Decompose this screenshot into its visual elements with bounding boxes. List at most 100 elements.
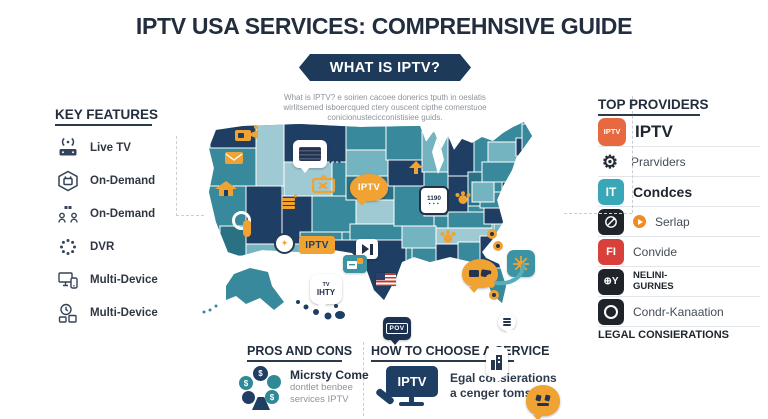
star-circle-badge: ✦ — [274, 233, 295, 254]
torch-icon — [243, 220, 251, 237]
feature-label: Multi-Device — [90, 306, 158, 319]
hawaii — [296, 300, 345, 320]
provider-label: NELINI- GURNES — [633, 270, 674, 292]
tv-antenna-icon — [311, 174, 337, 199]
face-bubble — [526, 385, 560, 419]
right-dashed-connector — [632, 96, 633, 213]
tv-ihty-bubble: TV IHTY — [310, 274, 342, 309]
provider-row: Serlap — [598, 207, 760, 237]
building-bubble — [486, 347, 508, 382]
feature-item: On-Demand — [55, 197, 175, 230]
top-providers-list: IPTV IPTV ⚙ Prarviders IT Condces Serlap… — [598, 117, 760, 327]
key-features-list: Live TV On-Demand On-Demand — [55, 131, 175, 329]
how-to-choose-text: Egal consierations a cenger tomsaty — [450, 371, 570, 401]
iptv-tag: IPTV — [299, 236, 335, 254]
us-flag-icon — [376, 273, 396, 286]
feature-item: DVR — [55, 230, 175, 263]
stack-icon — [280, 194, 298, 216]
how-to-choose-underline — [371, 360, 514, 362]
multi-device-clock-icon — [55, 302, 81, 324]
mail-icon — [224, 150, 244, 171]
paw-icon — [439, 229, 457, 249]
tv-screen-bubble — [293, 140, 327, 173]
iptv-app-icon: IPTV — [598, 117, 626, 146]
how-to-choose-line: Egal consierations — [450, 371, 557, 385]
right-dashed-connector — [564, 213, 632, 214]
disc-app-icon — [598, 298, 624, 325]
feature-label: On-Demand — [90, 207, 156, 220]
provider-label: IPTV — [635, 121, 673, 141]
intro-line-1: What is IPTV? e soirien cacoee donerics … — [284, 93, 486, 102]
legal-considerations-heading: LEGAL CONSIERATIONS — [598, 329, 729, 341]
dot-marker — [489, 290, 499, 300]
stat-bubble: 1190 ▪ ▪ ▪ — [419, 186, 449, 215]
feature-item: On-Demand — [55, 164, 175, 197]
card-badge — [343, 255, 367, 273]
fi-app-icon: FI — [598, 238, 624, 265]
left-dashed-connector — [176, 136, 177, 216]
key-features-underline — [55, 124, 152, 126]
pov-bubble: POV — [383, 317, 411, 345]
live-tv-icon — [55, 137, 81, 159]
multi-device-icon — [55, 269, 81, 291]
on-demand-hex-icon — [55, 170, 81, 192]
alaska — [226, 268, 284, 310]
provider-row: ⊕Y NELINI- GURNES — [598, 267, 760, 297]
iptv-orange-bubble: IPTV — [350, 174, 388, 206]
ribbon-label: WHAT IS IPTV? — [329, 59, 441, 76]
provider-label: Condr-Kanaation — [633, 304, 724, 319]
provider-row: IPTV IPTV — [598, 117, 760, 147]
broadcast-antenna-icon — [324, 143, 346, 172]
on-demand-users-icon — [55, 203, 81, 225]
provider-label: Prarviders — [631, 154, 686, 169]
feature-label: DVR — [90, 240, 115, 253]
pros-cons-underline — [247, 360, 342, 362]
provider-label: Serlap — [655, 214, 690, 229]
oy-app-icon: ⊕Y — [598, 268, 624, 295]
satellite-app-icon — [598, 208, 624, 235]
pros-cons-heading: PROS AND CONS — [247, 344, 353, 358]
feature-label: On-Demand — [90, 174, 156, 187]
bottom-divider — [363, 342, 364, 416]
provider-row: Condr-Kanaation — [598, 297, 760, 327]
provider-row: ⚙ Prarviders — [598, 147, 760, 177]
page-title: IPTV USA SERVICES: COMPREHNSIVE GUIDE — [135, 13, 633, 39]
what-is-iptv-ribbon: WHAT IS IPTV? — [299, 54, 471, 81]
crest-icon: ⚙ — [601, 151, 619, 172]
left-dashed-connector — [176, 215, 204, 216]
intro-line-2: wirlitsemed isboercqued ctery ouscent ci… — [283, 103, 487, 112]
provider-label: Condces — [633, 183, 693, 200]
pros-cons-text: Micrsty Come dontlet benbee services IPT… — [290, 369, 370, 405]
pros-cons-line: dontlet benbee — [290, 382, 353, 393]
feature-item: Live TV — [55, 131, 175, 164]
iptv-tv-icon: IPTV — [374, 366, 442, 410]
how-to-choose-heading: HOW TO CHOOSE A SERVICE — [371, 344, 550, 358]
play-circle-icon — [633, 215, 646, 228]
it-app-icon: IT — [598, 178, 624, 205]
dvr-icon — [55, 236, 81, 258]
provider-label: Convide — [633, 244, 678, 259]
top-providers-underline — [598, 114, 700, 116]
tree-marker-icon — [408, 161, 424, 180]
dot-markers — [487, 229, 503, 251]
key-features-heading: KEY FEATURES — [55, 107, 159, 122]
intro-line-3: conicionustecicconistisiee guids. — [327, 113, 443, 122]
camcorder-icon — [234, 124, 262, 149]
signal-circle-badge — [498, 313, 516, 336]
pros-cons-title: Micrsty Come — [290, 368, 369, 382]
top-providers-heading: TOP PROVIDERS — [598, 97, 709, 112]
paw-icon — [454, 190, 472, 210]
pros-cons-line: services IPTV — [290, 393, 349, 405]
feature-item: Multi-Device — [55, 296, 175, 329]
feature-item: Multi-Device — [55, 263, 175, 296]
coins-cluster-icon: $ $ $ — [239, 366, 283, 412]
house-icon — [214, 180, 238, 203]
how-to-choose-line: a cenger tomsaty — [450, 386, 549, 400]
feature-label: Multi-Device — [90, 273, 158, 286]
provider-row: IT Condces — [598, 177, 760, 207]
provider-row: FI Convide — [598, 237, 760, 267]
intro-text: What is IPTV? e soirien cacoee donerics … — [229, 93, 541, 123]
feature-label: Live TV — [90, 141, 131, 154]
play-next-badge — [356, 239, 378, 259]
